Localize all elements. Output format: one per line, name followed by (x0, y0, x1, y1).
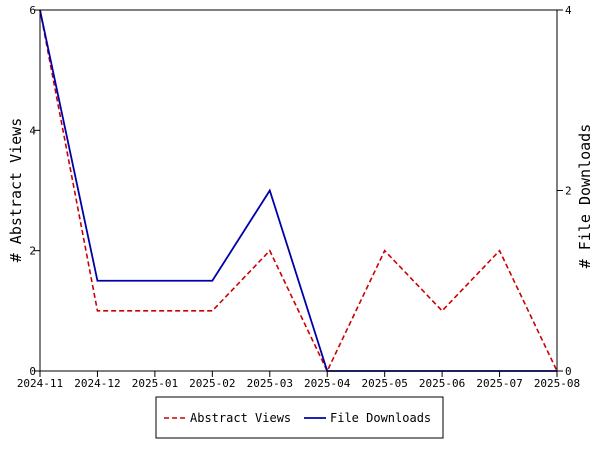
x-tick-label-2025-07: 2025-07 (476, 377, 522, 390)
y-axis-right-title: # File Downloads (576, 124, 594, 269)
x-tick-label-2025-06: 2025-06 (419, 377, 465, 390)
y-axis-left-title: # Abstract Views (7, 118, 25, 263)
legend: Abstract Views File Downloads (155, 396, 444, 439)
x-tick-label-2025-04: 2025-04 (304, 377, 351, 390)
legend-label-file-downloads: File Downloads (330, 411, 431, 425)
series-line-abstract-views (39, 9, 558, 373)
y-left-tick-label-6: 6 (29, 4, 36, 17)
y-right-tick-label-0: 0 (565, 365, 572, 378)
x-tick-label-2025-01: 2025-01 (132, 377, 178, 390)
y-left-tick-label-4: 4 (29, 124, 36, 137)
y-left-tick-label-2: 2 (29, 245, 36, 258)
x-tick-label-2025-03: 2025-03 (247, 377, 293, 390)
y-left-tick-label-0: 0 (29, 365, 36, 378)
legend-label-abstract-views: Abstract Views (190, 411, 291, 425)
x-tick-label-2025-08: 2025-08 (534, 377, 580, 390)
x-tick-label-2024-11: 2024-11 (17, 377, 63, 390)
y-right-tick-label-4: 4 (565, 4, 572, 17)
x-tick-label-2025-02: 2025-02 (189, 377, 235, 390)
axes: 2024-11 2024-12 2025-01 2025-02 2025-03 2025-… (17, 4, 580, 390)
x-tick-label-2025-05: 2025-05 (361, 377, 407, 390)
y-right-tick-label-2: 2 (565, 185, 572, 198)
x-tick-label-2024-12: 2024-12 (74, 377, 120, 390)
legend-box (155, 396, 444, 439)
